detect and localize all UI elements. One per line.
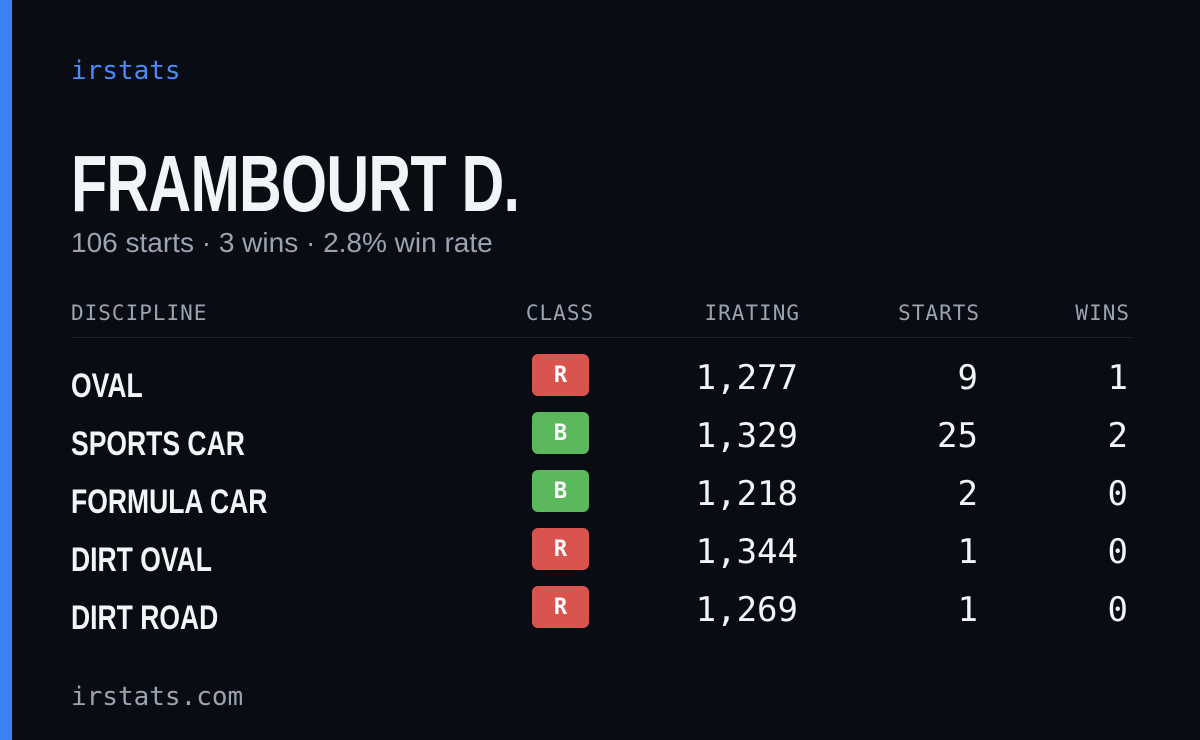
header-rule [71, 337, 1131, 338]
driver-summary: 106 starts · 3 wins · 2.8% win rate [71, 227, 493, 258]
stat-wins: 2 [1107, 416, 1128, 456]
column-header: CLASS [525, 301, 595, 325]
footer: irstats.com [71, 682, 244, 712]
column-header: DISCIPLINE [71, 301, 208, 325]
class-badge: B [532, 412, 589, 454]
discipline: FORMULA CAR [71, 483, 268, 521]
stat-irating: 1,269 [695, 590, 798, 630]
stat-wins: 1 [1107, 358, 1128, 398]
class-badge: R [532, 586, 589, 628]
column-header: WINS [1075, 301, 1130, 325]
column-header: STARTS [898, 301, 980, 325]
accent-bar [0, 0, 12, 740]
discipline: DIRT OVAL [71, 541, 212, 579]
stat-starts: 2 [957, 474, 978, 514]
stat-irating: 1,344 [695, 532, 798, 572]
discipline: DIRT ROAD [71, 599, 219, 637]
discipline: OVAL [71, 367, 143, 405]
stat-wins: 0 [1107, 532, 1128, 572]
stat-starts: 9 [957, 358, 978, 398]
brand: irstats [71, 56, 181, 86]
column-header: IRATING [704, 301, 800, 325]
stat-starts: 1 [957, 590, 978, 630]
stat-starts: 1 [957, 532, 978, 572]
class-badge: R [532, 528, 589, 570]
stat-wins: 0 [1107, 590, 1128, 630]
stat-wins: 0 [1107, 474, 1128, 514]
class-badge: B [532, 470, 589, 512]
driver-name: FRAMBOURT D. [71, 139, 520, 228]
stat-irating: 1,329 [695, 416, 798, 456]
stat-irating: 1,277 [695, 358, 798, 398]
discipline: SPORTS CAR [71, 425, 245, 463]
stat-irating: 1,218 [695, 474, 798, 514]
stat-starts: 25 [937, 416, 978, 456]
class-badge: R [532, 354, 589, 396]
